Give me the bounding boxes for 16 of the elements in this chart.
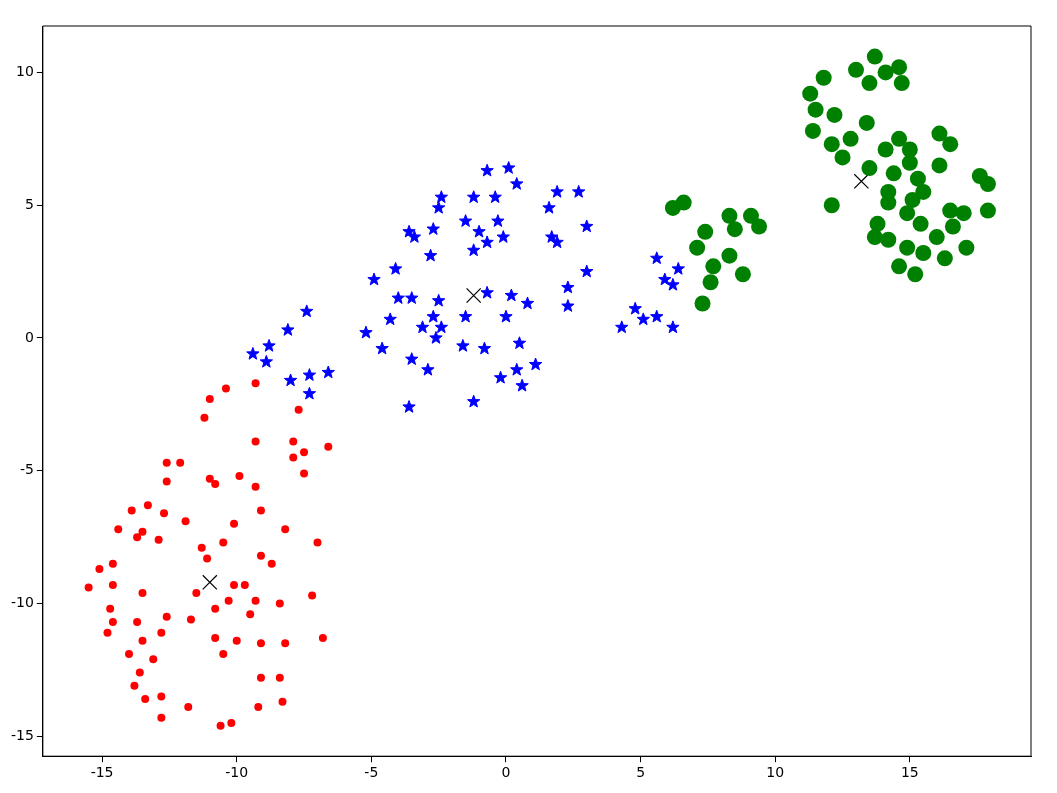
y-tick-label: 5 — [24, 195, 34, 212]
x-tick-label: -10 — [225, 764, 249, 781]
x-tick-label: 0 — [501, 764, 511, 781]
x-tick-label: 10 — [766, 764, 785, 781]
point — [202, 574, 218, 590]
y-tick-label: -5 — [19, 461, 34, 478]
y-tick-label: 0 — [24, 328, 34, 345]
x-tick-label: 15 — [900, 764, 919, 781]
x-tick-label: -5 — [364, 764, 379, 781]
y-tick-label: 10 — [16, 63, 34, 80]
x-tick-label: 5 — [636, 764, 646, 781]
y-tick-label: -15 — [10, 726, 34, 743]
y-tick-label: -10 — [10, 594, 34, 611]
point — [853, 173, 870, 190]
x-tick-label: -15 — [90, 764, 114, 781]
point — [465, 287, 482, 304]
